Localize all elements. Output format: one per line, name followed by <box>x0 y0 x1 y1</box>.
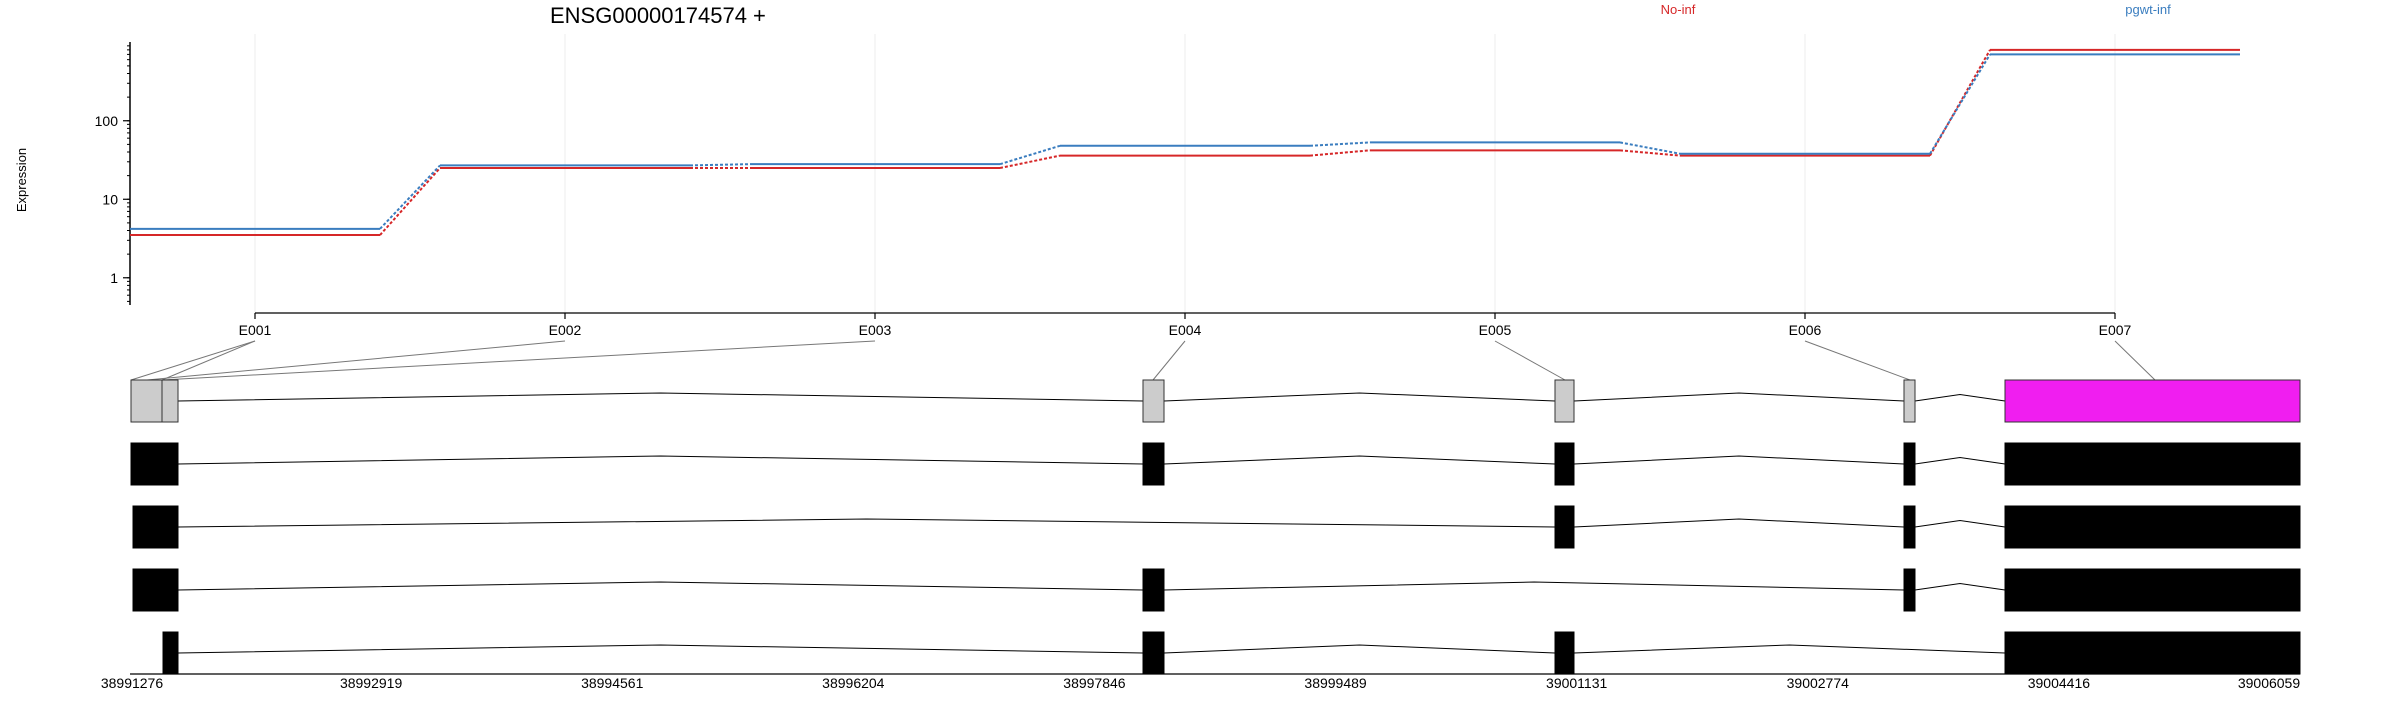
intron-line <box>1914 519 2006 528</box>
series-connector <box>1929 53 1991 155</box>
intron-line <box>1914 456 2006 465</box>
x-tick-label-e007: E007 <box>2099 322 2132 338</box>
exon-block <box>130 442 179 486</box>
axes: 1 10 100 E001 E002 E003 E004 E005 E006 E007 <box>95 42 2132 338</box>
exon-block <box>2004 631 2301 675</box>
x-tick-label-e006: E006 <box>1789 322 1822 338</box>
y-tick-label-1: 1 <box>110 270 118 286</box>
transcript-row <box>162 631 2301 675</box>
exon-block <box>132 505 179 549</box>
series-connector <box>1309 141 1371 147</box>
intron-line <box>1573 644 2006 654</box>
connector-e001 <box>130 340 256 381</box>
intron-line <box>177 455 1144 465</box>
intron-line <box>1163 455 1556 465</box>
y-axis-label: Expression <box>14 148 29 212</box>
genomic-axis: 38991276 38992919 38994561 38996204 38997846… <box>101 673 2301 691</box>
chart-title: ENSG00000174574 + <box>550 3 766 28</box>
exon-block <box>162 631 179 675</box>
y-tick-label-10: 10 <box>102 191 118 207</box>
intron-line <box>177 392 1144 402</box>
exon-bin <box>1554 379 1575 423</box>
exon-block <box>1142 442 1165 486</box>
genomic-tick-label: 38996204 <box>822 675 885 691</box>
legend-item-pgwt-inf: pgwt-inf <box>2125 2 2171 17</box>
x-tick-label-e003: E003 <box>859 322 892 338</box>
connector-e006 <box>1804 340 1911 381</box>
intron-line <box>1163 581 1905 591</box>
genomic-tick-label: 39004416 <box>2028 675 2091 691</box>
series-connector <box>379 164 441 230</box>
gridlines <box>254 34 2116 313</box>
x-tick-label-e005: E005 <box>1479 322 1512 338</box>
transcript-row <box>132 568 2301 612</box>
series-lines <box>130 48 2240 237</box>
transcript-row <box>132 505 2301 549</box>
exon-block <box>1903 568 1916 612</box>
genomic-tick-label: 38994561 <box>581 675 644 691</box>
series-connector <box>689 163 751 167</box>
series-no-inf <box>130 48 2240 237</box>
intron-line <box>177 518 1556 528</box>
intron-line <box>1573 518 1905 528</box>
intron-line <box>1914 582 2006 591</box>
legend-item-no-inf: No-inf <box>1661 2 1696 17</box>
y-tick-label-100: 100 <box>95 113 119 129</box>
exon-block <box>1554 505 1575 549</box>
exon-block <box>1142 631 1165 675</box>
genomic-tick-label: 38999489 <box>1304 675 1367 691</box>
x-tick-label-e001: E001 <box>239 322 272 338</box>
exon-block <box>1554 631 1575 675</box>
exon-bin <box>2004 379 2301 423</box>
series-connector <box>379 167 441 236</box>
gene-model <box>130 379 2301 675</box>
exon-bin <box>130 379 163 423</box>
exon-block <box>1903 505 1916 549</box>
intron-line <box>1163 644 1556 654</box>
intron-line <box>177 581 1144 591</box>
intron-line <box>177 644 1144 654</box>
series-connector <box>999 144 1061 166</box>
genomic-tick-label: 38992919 <box>340 675 403 691</box>
connector-e005 <box>1494 340 1566 381</box>
genomic-tick-label: 39002774 <box>1787 675 1850 691</box>
genomic-tick-label: 38997846 <box>1063 675 1126 691</box>
genomic-tick-label: 39001131 <box>1546 675 1607 691</box>
connector-e007 <box>2114 340 2156 381</box>
connector-e002 <box>146 340 566 381</box>
exon-block <box>132 568 179 612</box>
genomic-tick-label: 39006059 <box>2238 675 2301 691</box>
exon-block <box>2004 568 2301 612</box>
series-connector <box>1619 149 1681 157</box>
intron-line <box>1573 392 1905 402</box>
series-connector <box>999 154 1061 170</box>
exon-bin <box>1142 379 1165 423</box>
connector-e001-b <box>161 340 256 381</box>
intron-line <box>1163 392 1556 402</box>
exon-block <box>1903 442 1916 486</box>
series-pgwt-inf <box>130 53 2240 230</box>
intron-line <box>1914 393 2006 402</box>
exon-block <box>2004 505 2301 549</box>
exon-bin <box>161 379 179 423</box>
intron-line <box>1573 455 1905 465</box>
exon-block <box>2004 442 2301 486</box>
exon-block <box>1142 568 1165 612</box>
transcript-row <box>130 379 2301 423</box>
exon-connectors <box>130 340 2156 381</box>
exon-block <box>1554 442 1575 486</box>
connector-e004 <box>1152 340 1186 381</box>
series-connector <box>1309 149 1371 157</box>
transcript-row <box>130 442 2301 486</box>
genomic-tick-label: 38991276 <box>101 675 164 691</box>
connector-e003 <box>161 340 876 381</box>
x-tick-label-e004: E004 <box>1169 322 1202 338</box>
series-connector <box>1619 141 1681 155</box>
x-tick-label-e002: E002 <box>549 322 582 338</box>
series-connector <box>1929 49 1991 157</box>
exon-bin <box>1903 379 1916 423</box>
